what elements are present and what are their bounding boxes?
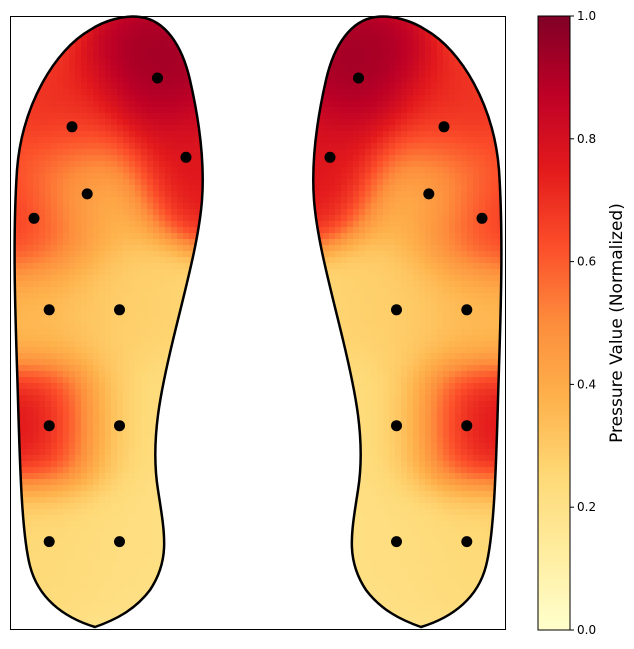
right-foot-sensor-point (438, 121, 450, 133)
left-foot-outline (13, 15, 204, 629)
sensor-markers (28, 72, 488, 548)
right-foot-sensor-point (461, 304, 473, 316)
colorbar-ticks: 0.0 0.2 0.4 0.6 0.8 1.0 (570, 9, 596, 637)
colorbar-tick-label: 0.0 (577, 623, 596, 637)
left-foot-sensor-point (28, 212, 40, 224)
right-foot-sensor-point (391, 536, 402, 548)
colorbar-label: Pressure Value (Normalized) (607, 203, 627, 443)
left-foot-sensor-point (81, 188, 93, 200)
left-foot-sensor-point (152, 72, 163, 84)
left-foot-sensor-point (43, 304, 55, 316)
colorbar-tick-label: 0.4 (577, 377, 596, 391)
left-foot-sensor-point (114, 420, 125, 432)
left-foot-sensor-point (180, 151, 192, 163)
left-foot-sensor-point (43, 536, 55, 548)
colorbar-tick-label: 0.8 (577, 132, 596, 146)
colorbar-tick-label: 0.2 (577, 500, 596, 514)
right-foot-sensor-point (461, 536, 473, 548)
left-foot-sensor-point (114, 536, 125, 548)
colorbar-gradient (537, 15, 571, 631)
colorbar-tick-label: 0.6 (577, 255, 596, 269)
right-foot-sensor-point (423, 188, 435, 200)
left-foot-sensor-point (66, 121, 78, 133)
left-foot-sensor-point (43, 420, 55, 432)
right-foot-sensor-point (476, 212, 488, 224)
colorbar-tick-label: 1.0 (577, 9, 596, 23)
colorbar: 0.0 0.2 0.4 0.6 0.8 1.0 Pressure Value (Norma… (537, 9, 627, 637)
right-foot-sensor-point (461, 420, 473, 432)
left-foot-sensor-point (114, 304, 125, 316)
right-foot-sensor-point (391, 420, 402, 432)
right-foot-outline (312, 15, 503, 629)
right-foot-sensor-point (391, 304, 402, 316)
right-foot-sensor-point (353, 72, 364, 84)
plot-area (10, 15, 506, 630)
right-foot-sensor-point (324, 151, 336, 163)
